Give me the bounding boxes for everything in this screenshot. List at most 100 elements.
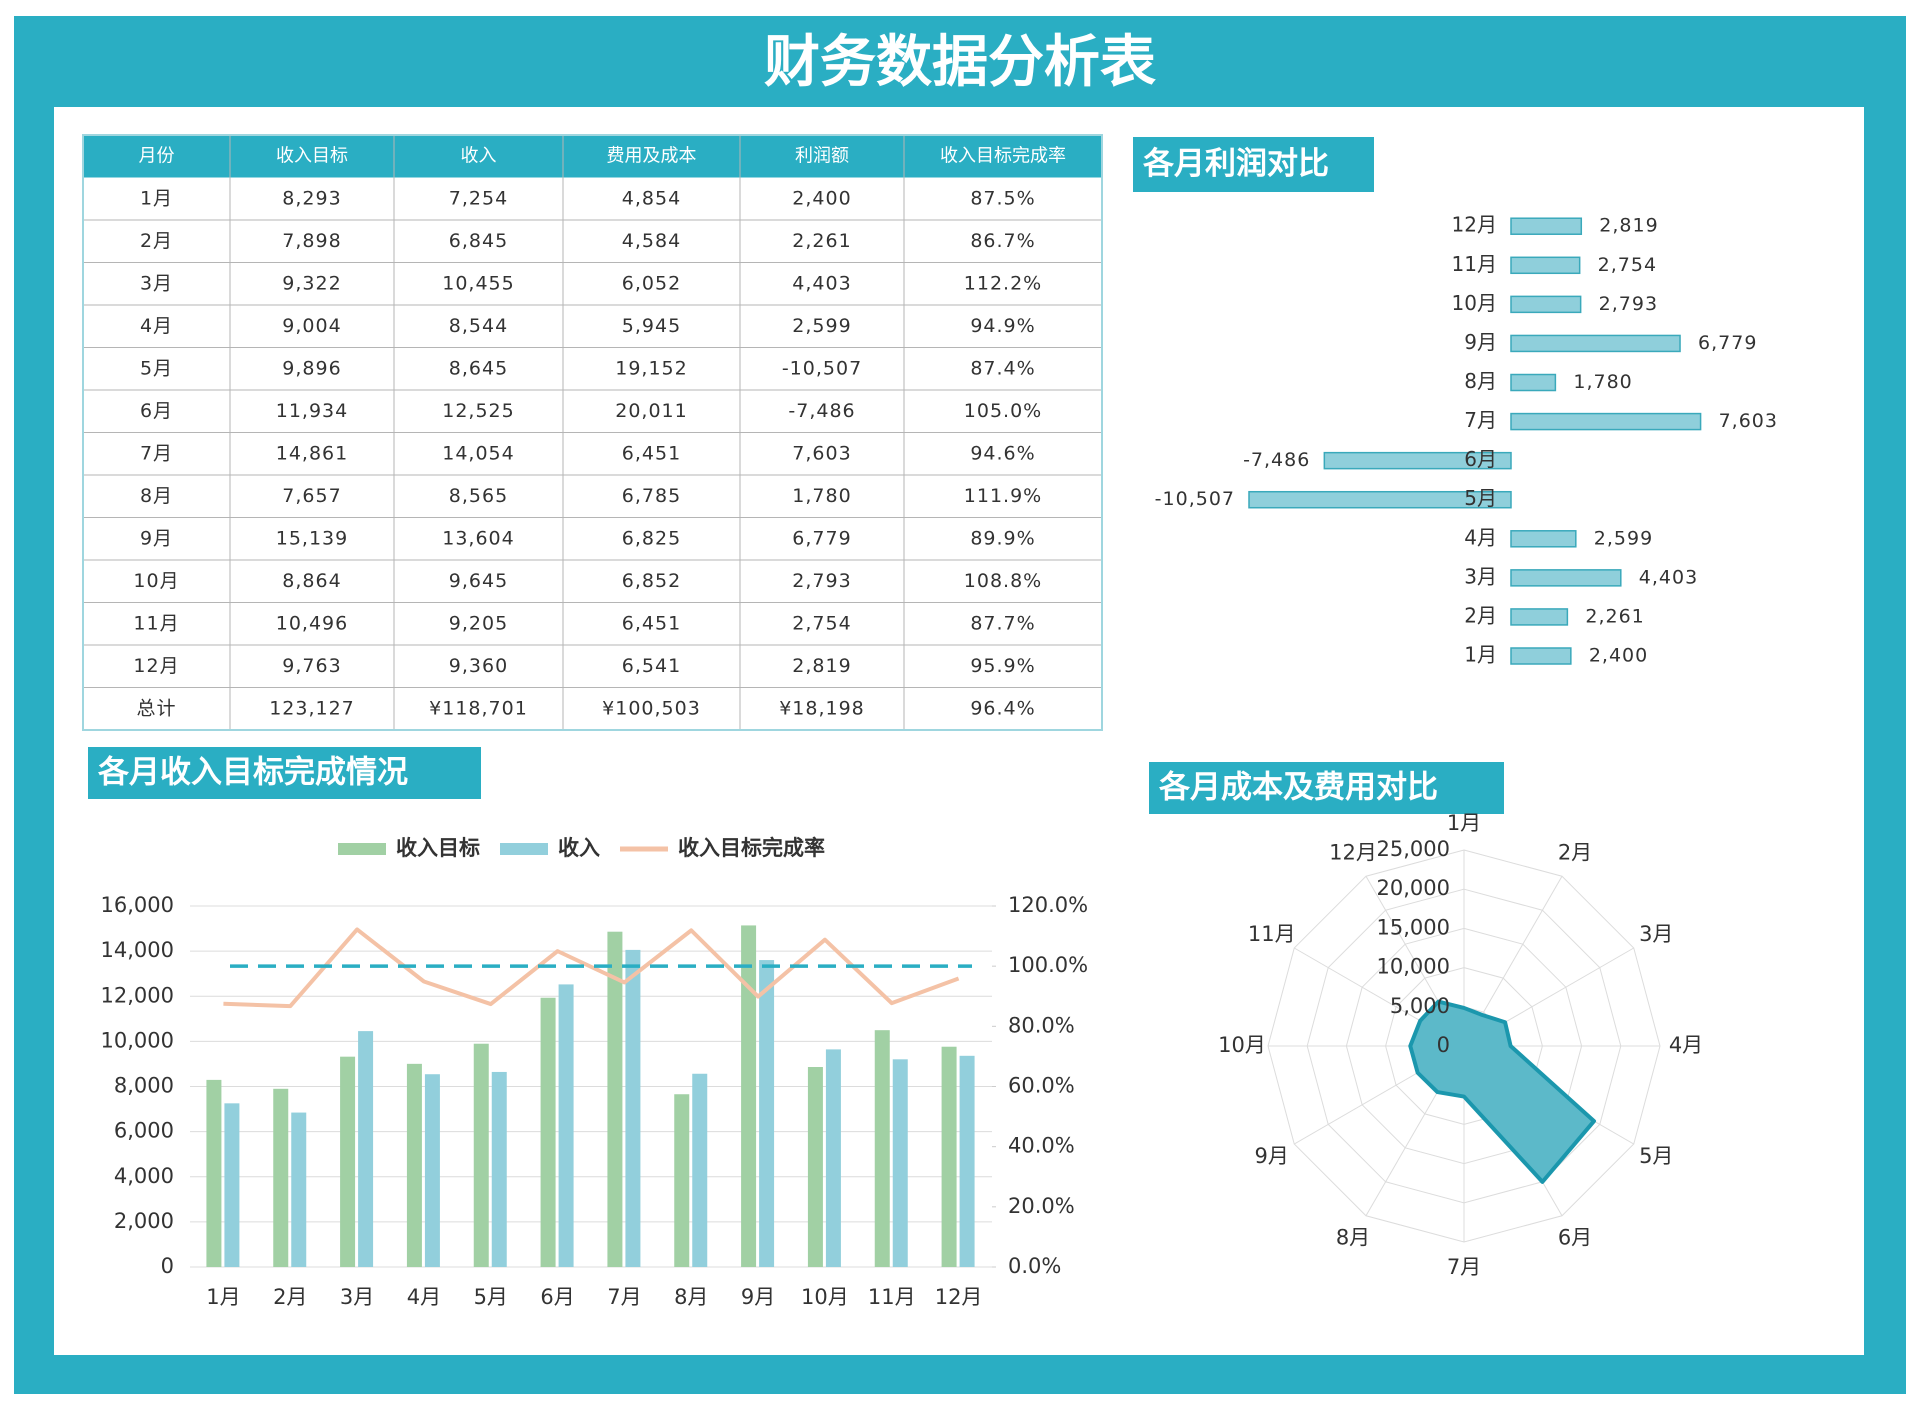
line xyxy=(223,927,960,1009)
r-tick-label: 10,000 xyxy=(1377,955,1450,979)
x-tick-label: 1月 xyxy=(206,1285,240,1309)
table-cell: 9,896 xyxy=(282,357,341,379)
table-cell: 6,785 xyxy=(622,485,681,507)
x-tick-label: 2月 xyxy=(273,1285,307,1309)
y2-tick-label: 40.0% xyxy=(1008,1134,1075,1158)
table-cell: 7,657 xyxy=(282,485,341,507)
bar xyxy=(558,984,574,1267)
x-tick-label: 12月 xyxy=(935,1285,983,1309)
table-cell: 87.5% xyxy=(970,187,1035,209)
y-tick-label: 10,000 xyxy=(101,1028,174,1052)
table-header-bg xyxy=(83,135,1102,178)
table-cell: 1月 xyxy=(140,187,173,209)
bar xyxy=(892,1059,908,1267)
bar xyxy=(206,1079,222,1267)
table-cell: 7,254 xyxy=(449,187,508,209)
category-label: 1月 xyxy=(1464,643,1497,667)
table-cell: 6,451 xyxy=(622,442,681,464)
category-label: 3月 xyxy=(1464,564,1497,588)
table-cell: 9,004 xyxy=(282,315,341,337)
table-cell: 108.8% xyxy=(964,570,1042,592)
table-header-cell: 收入 xyxy=(461,145,497,166)
x-tick-label: 11月 xyxy=(868,1285,916,1309)
table-cell: 12月 xyxy=(133,655,179,677)
r-tick-label: 15,000 xyxy=(1377,915,1450,939)
y-tick-label: 16,000 xyxy=(101,893,174,917)
bar xyxy=(959,1055,975,1267)
category-label: 9月 xyxy=(1255,1144,1289,1168)
table-cell: 96.4% xyxy=(970,697,1035,719)
bar xyxy=(674,1094,690,1267)
table-cell: 9,360 xyxy=(449,655,508,677)
x-tick-label: 5月 xyxy=(474,1285,508,1309)
category-label: 6月 xyxy=(1464,447,1497,471)
table-cell: 4月 xyxy=(140,315,173,337)
data-label: -10,507 xyxy=(1155,488,1235,510)
category-label: 12月 xyxy=(1329,841,1377,865)
table-cell: 6,451 xyxy=(622,612,681,634)
table-cell: 8,544 xyxy=(449,315,508,337)
bar xyxy=(406,1063,422,1267)
table-cell: 2,261 xyxy=(792,230,851,252)
table-cell: 6,779 xyxy=(792,527,851,549)
y2-tick-label: 60.0% xyxy=(1008,1074,1075,1098)
y-tick-label: 0 xyxy=(161,1254,174,1278)
category-label: 1月 xyxy=(1447,811,1481,835)
table-cell: 4,403 xyxy=(792,272,851,294)
table-cell: ¥18,198 xyxy=(779,697,865,719)
category-label: 10月 xyxy=(1452,291,1497,315)
table-cell: 6,845 xyxy=(449,230,508,252)
y2-tick-label: 80.0% xyxy=(1008,1013,1075,1037)
bar xyxy=(625,949,641,1267)
table-cell: 14,861 xyxy=(276,442,348,464)
section-title: 各月收入目标完成情况 xyxy=(97,755,408,791)
table-cell: 8,293 xyxy=(282,187,341,209)
data-label: 2,793 xyxy=(1599,293,1658,315)
y-tick-label: 12,000 xyxy=(101,983,174,1007)
category-label: 7月 xyxy=(1464,408,1497,432)
table-cell: 7,603 xyxy=(792,442,851,464)
table-cell: ¥118,701 xyxy=(429,697,528,719)
table-cell: 9,763 xyxy=(282,655,341,677)
table-cell: 105.0% xyxy=(964,400,1042,422)
bar xyxy=(224,1103,240,1267)
data-label: 1,780 xyxy=(1573,371,1632,393)
y-tick-label: 6,000 xyxy=(114,1119,174,1143)
bar xyxy=(1323,451,1512,470)
bar xyxy=(340,1056,356,1267)
section-title-bg xyxy=(1133,137,1374,192)
bar xyxy=(473,1043,489,1267)
category-label: 12月 xyxy=(1452,213,1497,237)
table-cell: 11月 xyxy=(133,612,179,634)
data-label: 2,754 xyxy=(1598,254,1657,276)
table-cell: 6,825 xyxy=(622,527,681,549)
table-cell: 86.7% xyxy=(970,230,1035,252)
table-cell: 6,052 xyxy=(622,272,681,294)
table-cell: 6,852 xyxy=(622,570,681,592)
bar xyxy=(1248,490,1512,509)
table-cell: 3月 xyxy=(140,272,173,294)
table-cell: 4,854 xyxy=(622,187,681,209)
y-tick-label: 8,000 xyxy=(114,1074,174,1098)
table-cell: 2,400 xyxy=(792,187,851,209)
table-cell: 95.9% xyxy=(970,655,1035,677)
bar xyxy=(607,931,623,1267)
bar xyxy=(1510,608,1569,626)
table-cell: 94.6% xyxy=(970,442,1035,464)
table-cell: 111.9% xyxy=(964,485,1042,507)
page-title: 财务数据分析表 xyxy=(764,30,1156,95)
table-cell: 11,934 xyxy=(276,400,348,422)
section-title: 各月利润对比 xyxy=(1142,146,1329,182)
category-label: 2月 xyxy=(1558,841,1592,865)
bar xyxy=(692,1073,708,1267)
category-label: 9月 xyxy=(1464,330,1497,354)
r-tick-label: 20,000 xyxy=(1377,876,1450,900)
bar xyxy=(1510,647,1572,665)
table-cell: 8,864 xyxy=(282,570,341,592)
table-cell: 87.4% xyxy=(970,357,1035,379)
legend-swatch xyxy=(338,843,386,855)
category-label: 8月 xyxy=(1464,369,1497,393)
bar xyxy=(1510,412,1702,431)
table-cell: 2,754 xyxy=(792,612,851,634)
